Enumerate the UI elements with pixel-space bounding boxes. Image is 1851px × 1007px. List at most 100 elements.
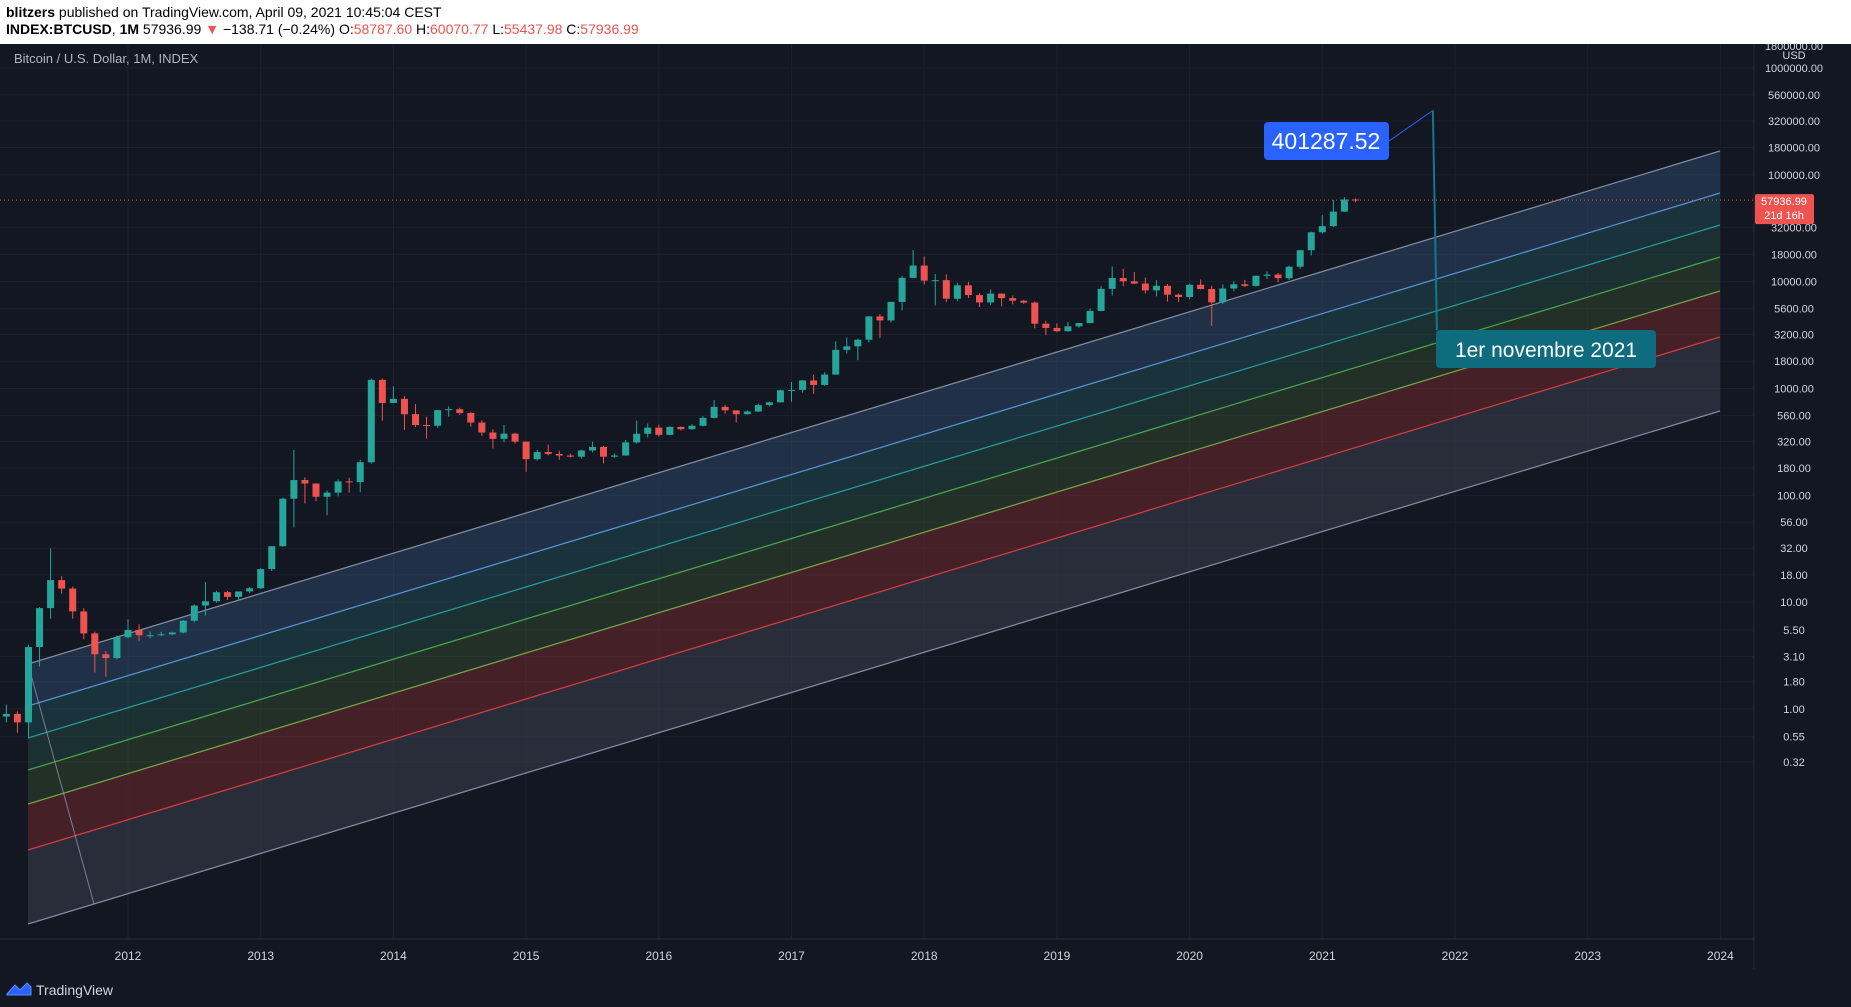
candle-body[interactable] xyxy=(699,417,707,426)
candle-body[interactable] xyxy=(1263,274,1271,276)
candle-body[interactable] xyxy=(953,285,961,299)
candle-body[interactable] xyxy=(588,446,596,451)
candle-body[interactable] xyxy=(1020,300,1028,303)
candle-body[interactable] xyxy=(1119,278,1127,282)
candle-body[interactable] xyxy=(1208,288,1216,303)
chart-area[interactable]: USD 1800000.00 1000000.00 560000.00 320000.… xyxy=(0,41,1851,1007)
candle-body[interactable] xyxy=(367,379,375,463)
candle-body[interactable] xyxy=(69,588,77,612)
candle-body[interactable] xyxy=(1130,281,1138,284)
candle-body[interactable] xyxy=(389,398,397,403)
candle-body[interactable] xyxy=(1296,250,1304,267)
candle-body[interactable] xyxy=(776,390,784,403)
candle-body[interactable] xyxy=(1241,284,1249,286)
candle-body[interactable] xyxy=(821,374,829,385)
candle-body[interactable] xyxy=(611,455,619,457)
tradingview-logo-icon[interactable] xyxy=(6,980,32,998)
candle-body[interactable] xyxy=(168,632,176,635)
candle-body[interactable] xyxy=(91,633,99,655)
candle-body[interactable] xyxy=(1186,284,1194,297)
candle-body[interactable] xyxy=(345,481,353,483)
candle-body[interactable] xyxy=(1141,283,1149,291)
candle-body[interactable] xyxy=(975,295,983,303)
candle-body[interactable] xyxy=(622,442,630,456)
tradingview-brand[interactable]: TradingView xyxy=(36,982,114,998)
candle-body[interactable] xyxy=(235,591,243,597)
candle-body[interactable] xyxy=(964,285,972,296)
candle-body[interactable] xyxy=(246,588,254,592)
candle-body[interactable] xyxy=(644,427,652,434)
channel-line[interactable] xyxy=(27,290,1721,805)
candle-body[interactable] xyxy=(80,611,88,634)
candle-body[interactable] xyxy=(865,316,873,340)
channel-line[interactable] xyxy=(27,336,1721,851)
candle-body[interactable] xyxy=(987,293,995,303)
candle-body[interactable] xyxy=(257,569,265,589)
candle-body[interactable] xyxy=(279,498,287,547)
candle-body[interactable] xyxy=(212,592,220,602)
candle-body[interactable] xyxy=(765,402,773,406)
candle-body[interactable] xyxy=(998,293,1006,299)
candle-body[interactable] xyxy=(1064,326,1072,332)
candle-body[interactable] xyxy=(1230,284,1238,289)
target-date-badge[interactable] xyxy=(1436,330,1656,368)
candle-body[interactable] xyxy=(1097,288,1105,311)
candle-body[interactable] xyxy=(1042,323,1050,328)
candle-body[interactable] xyxy=(843,346,851,350)
candle-body[interactable] xyxy=(1285,266,1293,279)
candle-body[interactable] xyxy=(909,265,917,278)
candle-body[interactable] xyxy=(323,492,331,497)
candle-body[interactable] xyxy=(1340,199,1348,212)
candle-body[interactable] xyxy=(146,635,154,637)
channel-line[interactable] xyxy=(27,224,1721,739)
candle-body[interactable] xyxy=(721,406,729,411)
candle-body[interactable] xyxy=(113,637,121,659)
candle-body[interactable] xyxy=(799,380,807,390)
candle-body[interactable] xyxy=(677,426,685,430)
candle-body[interactable] xyxy=(710,406,718,418)
candles[interactable] xyxy=(0,197,1359,746)
candle-body[interactable] xyxy=(445,409,453,411)
candle-body[interactable] xyxy=(224,592,232,597)
candle-body[interactable] xyxy=(1163,285,1171,295)
candle-body[interactable] xyxy=(832,349,840,375)
candle-body[interactable] xyxy=(577,450,585,457)
candle-body[interactable] xyxy=(1086,310,1094,324)
candle-body[interactable] xyxy=(135,629,143,636)
channel-line[interactable] xyxy=(27,192,1721,707)
candle-body[interactable] xyxy=(887,301,895,321)
regression-channel[interactable] xyxy=(27,150,1721,925)
candle-body[interactable] xyxy=(157,634,165,636)
candle-body[interactable] xyxy=(467,412,475,423)
candle-body[interactable] xyxy=(312,483,320,497)
candle-body[interactable] xyxy=(1175,294,1183,297)
candle-body[interactable] xyxy=(24,647,32,723)
candle-body[interactable] xyxy=(1219,288,1227,303)
candle-body[interactable] xyxy=(1031,302,1039,324)
candle-body[interactable] xyxy=(400,398,408,415)
candle-body[interactable] xyxy=(566,455,574,457)
series-legend[interactable]: Bitcoin / U.S. Dollar, 1M, INDEX xyxy=(14,51,199,66)
candle-body[interactable] xyxy=(1351,199,1359,201)
channel-line[interactable] xyxy=(27,410,1721,925)
candle-body[interactable] xyxy=(544,452,552,454)
candle-body[interactable] xyxy=(1108,278,1116,289)
candle-body[interactable] xyxy=(1152,285,1160,291)
candle-body[interactable] xyxy=(301,480,309,484)
candle-body[interactable] xyxy=(732,410,740,415)
candle-body[interactable] xyxy=(489,432,497,439)
candle-body[interactable] xyxy=(201,601,209,606)
candle-body[interactable] xyxy=(788,389,795,391)
candle-body[interactable] xyxy=(190,605,198,621)
candle-body[interactable] xyxy=(58,580,66,589)
candle-body[interactable] xyxy=(179,620,187,633)
candle-body[interactable] xyxy=(500,433,508,439)
candle-body[interactable] xyxy=(931,280,939,282)
candle-body[interactable] xyxy=(268,546,276,570)
candle-body[interactable] xyxy=(1307,232,1315,251)
price-axis[interactable]: USD 1800000.00 1000000.00 560000.00 320000.… xyxy=(1753,41,1823,969)
candle-body[interactable] xyxy=(423,425,431,427)
candle-body[interactable] xyxy=(522,441,530,460)
candle-body[interactable] xyxy=(533,452,541,460)
candle-body[interactable] xyxy=(124,629,132,638)
